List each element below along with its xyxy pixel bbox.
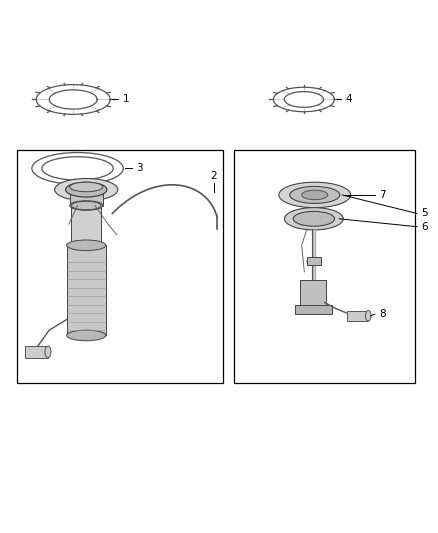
Ellipse shape — [67, 330, 106, 341]
Text: 5: 5 — [421, 208, 428, 219]
Bar — [300, 280, 325, 306]
Text: 8: 8 — [379, 309, 386, 319]
Bar — [71, 206, 101, 245]
Ellipse shape — [279, 182, 351, 208]
Ellipse shape — [70, 201, 103, 211]
Text: 1: 1 — [122, 94, 129, 104]
Ellipse shape — [365, 311, 371, 321]
Text: 3: 3 — [136, 164, 143, 173]
Ellipse shape — [42, 157, 113, 180]
Ellipse shape — [66, 182, 107, 197]
Ellipse shape — [302, 190, 328, 200]
Ellipse shape — [290, 187, 340, 204]
Text: 6: 6 — [421, 222, 428, 232]
Bar — [347, 311, 368, 321]
Text: 4: 4 — [345, 94, 352, 104]
Ellipse shape — [285, 208, 343, 230]
Ellipse shape — [307, 259, 321, 264]
Bar — [295, 305, 332, 314]
Text: 7: 7 — [379, 190, 386, 200]
Ellipse shape — [67, 240, 106, 251]
Bar — [17, 150, 223, 383]
Text: 2: 2 — [211, 171, 217, 181]
Bar — [307, 257, 321, 265]
Ellipse shape — [70, 182, 103, 192]
Ellipse shape — [55, 179, 118, 201]
Ellipse shape — [45, 346, 51, 358]
Bar — [25, 346, 48, 358]
Bar — [67, 245, 106, 335]
Bar — [70, 187, 103, 206]
Ellipse shape — [71, 201, 101, 210]
Bar — [234, 150, 415, 383]
Ellipse shape — [71, 241, 101, 249]
Ellipse shape — [293, 212, 335, 226]
